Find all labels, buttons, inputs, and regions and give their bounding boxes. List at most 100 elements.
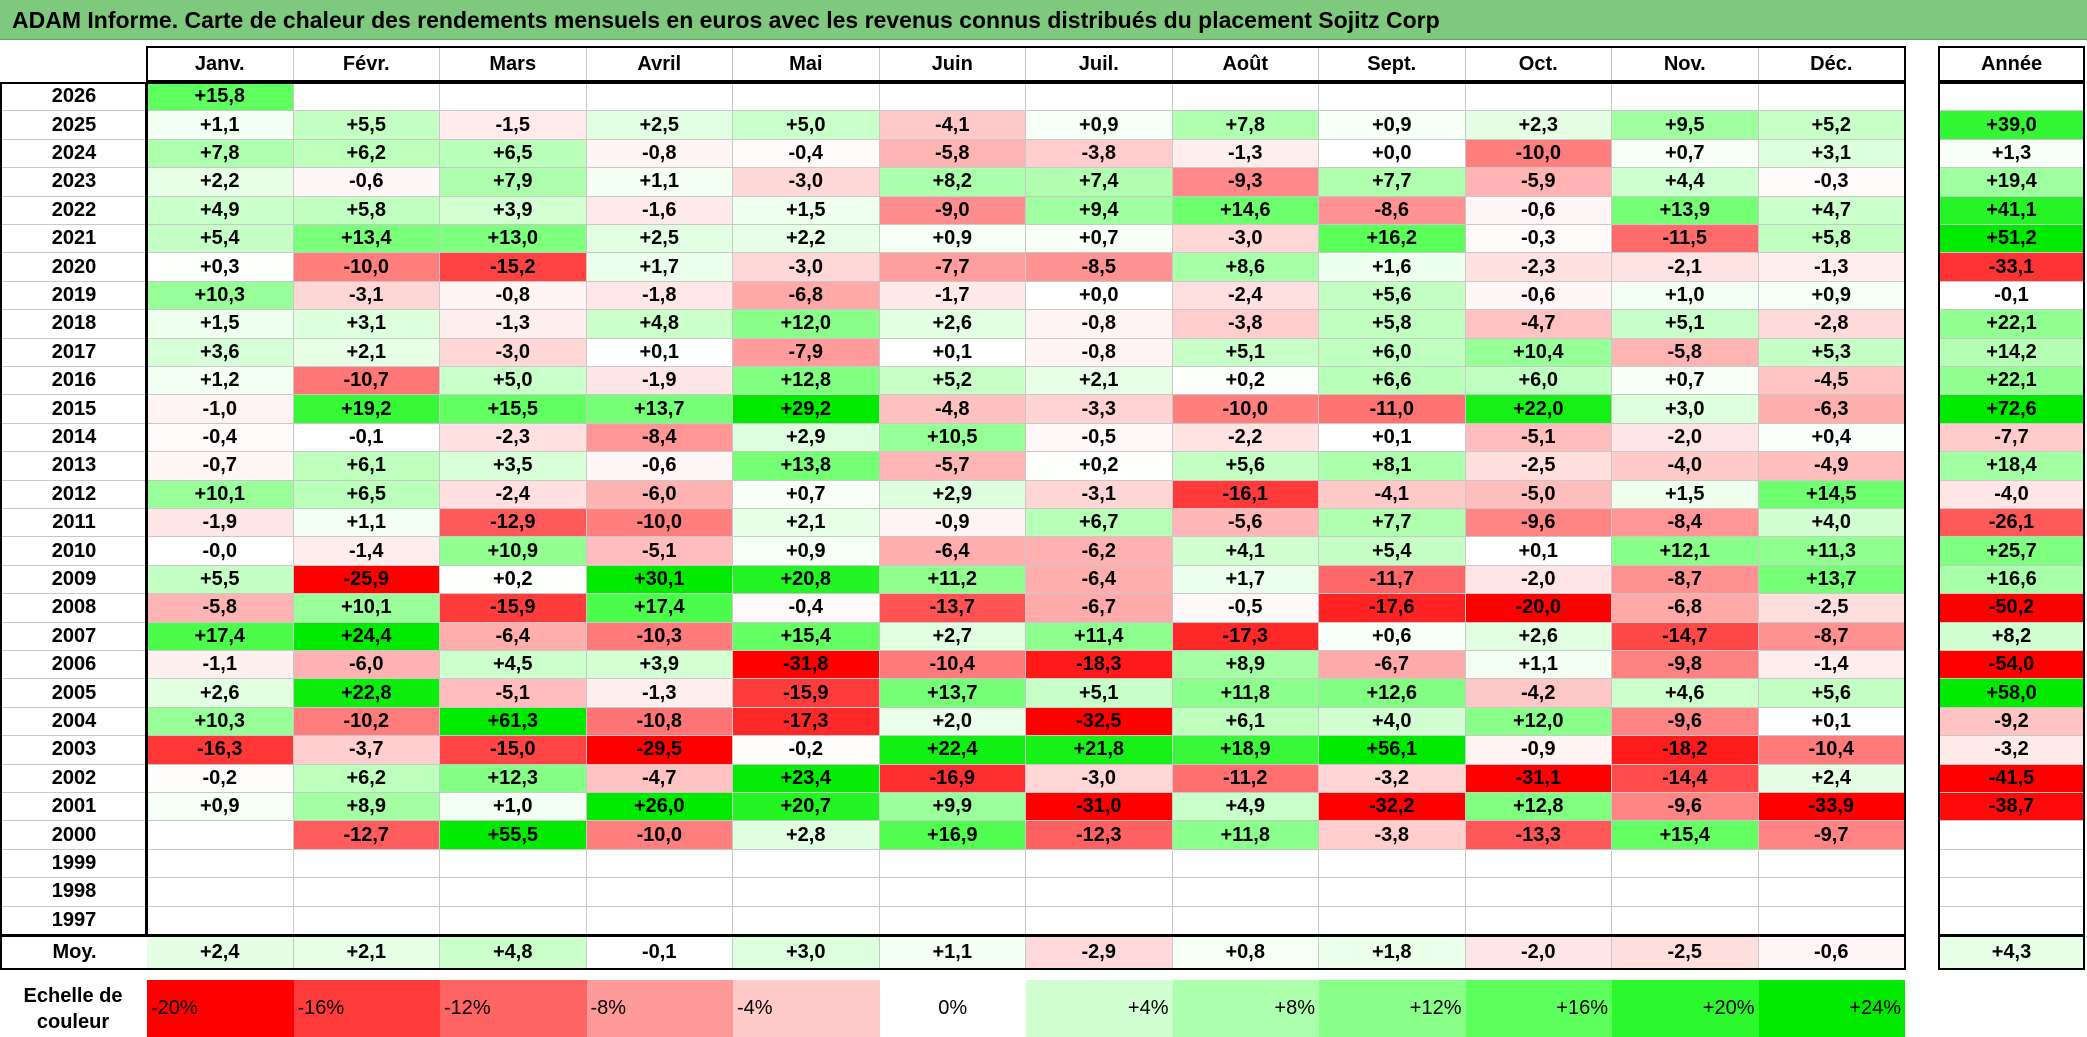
heatmap-cell: +12,8 (1465, 793, 1612, 822)
heatmap-cell: +10,1 (293, 594, 440, 623)
heatmap-cell: +0,3 (147, 253, 294, 282)
heatmap-cell: -0,6 (586, 452, 733, 481)
heatmap-cell: +11,8 (1172, 679, 1319, 708)
year-label: 1998 (2, 878, 147, 907)
heatmap-cell: -11,2 (1172, 764, 1319, 793)
heatmap-cell: +3,9 (440, 196, 587, 225)
heatmap-cell: +12,0 (1465, 707, 1612, 737)
heatmap-cell: -5,7 (879, 452, 1026, 481)
heatmap-cell (1026, 878, 1173, 907)
heatmap-cell: +1,5 (1612, 480, 1759, 509)
heatmap-cell: -4,9 (1758, 452, 1905, 481)
column-header: Sept. (1319, 47, 1466, 82)
heatmap-cell: -12,3 (1026, 821, 1173, 850)
heatmap-cell: -7,9 (733, 338, 880, 367)
heatmap-cell: +1,1 (147, 111, 294, 140)
heatmap-cell: +1,1 (1465, 651, 1612, 680)
heatmap-cell (1319, 878, 1466, 907)
heatmap-cell: +7,8 (147, 139, 294, 169)
heatmap-cell: -33,9 (1758, 793, 1905, 822)
heatmap-cell: +13,7 (586, 395, 733, 424)
heatmap-cell (1465, 906, 1612, 935)
annual-cell: +16,6 (1939, 565, 2085, 595)
heatmap-cell: +5,8 (293, 196, 440, 225)
heatmap-cell (1172, 878, 1319, 907)
heatmap-cell (1026, 906, 1173, 935)
heatmap-cell: +5,8 (1319, 310, 1466, 339)
heatmap-cell: +0,1 (586, 338, 733, 367)
heatmap-cell: +0,4 (1758, 423, 1905, 453)
heatmap-cell: -6,4 (1026, 565, 1173, 595)
heatmap-cell: -8,4 (1612, 509, 1759, 538)
year-label: 2026 (2, 83, 147, 112)
heatmap-cell: -0,8 (440, 281, 587, 311)
heatmap-cell (1319, 906, 1466, 935)
heatmap-cell (1026, 849, 1173, 879)
heatmap-cell: +5,1 (1026, 679, 1173, 708)
year-label: 2024 (2, 139, 147, 169)
heatmap-cell (1612, 849, 1759, 879)
heatmap-cell: -3,8 (1172, 310, 1319, 339)
heatmap-cell: -3,7 (293, 736, 440, 765)
heatmap-cell: +10,3 (147, 281, 294, 311)
annual-cell (1939, 83, 2085, 112)
heatmap-cell (879, 878, 1026, 907)
heatmap-cell: +0,1 (1319, 423, 1466, 453)
heatmap-cell: +0,7 (1026, 225, 1173, 254)
heatmap-cell: -2,8 (1758, 310, 1905, 339)
heatmap-cell: -6,2 (1026, 537, 1173, 566)
heatmap-cell (293, 83, 440, 112)
annual-cell: -0,1 (1939, 281, 2085, 311)
heatmap-cell: +11,2 (879, 565, 1026, 595)
color-scale-stop: +8% (1172, 980, 1319, 1037)
heatmap-cell: -3,0 (733, 253, 880, 282)
heatmap-cell: +18,9 (1172, 736, 1319, 765)
heatmap-cell: -10,0 (586, 821, 733, 850)
heatmap-cell: +2,8 (733, 821, 880, 850)
heatmap-cell: -6,7 (1026, 594, 1173, 623)
heatmap-cell: -2,5 (1758, 594, 1905, 623)
heatmap-cell: +1,2 (147, 367, 294, 396)
heatmap-cell: -10,0 (1465, 139, 1612, 169)
average-cell: +1,8 (1319, 937, 1466, 969)
heatmap-cell: +2,1 (293, 338, 440, 367)
heatmap-cell: +14,6 (1172, 196, 1319, 225)
heatmap-cell: -3,0 (1026, 764, 1173, 793)
heatmap-cell: +22,4 (879, 736, 1026, 765)
column-header: Déc. (1758, 47, 1905, 82)
heatmap-cell: -15,9 (440, 594, 587, 623)
heatmap-cell: -10,2 (293, 707, 440, 737)
color-scale-stop: -16% (293, 980, 440, 1037)
heatmap-cell: +6,0 (1319, 338, 1466, 367)
heatmap-cell: -9,0 (879, 196, 1026, 225)
annual-cell: +8,2 (1939, 622, 2085, 651)
heatmap-cell (1319, 83, 1466, 112)
heatmap-cell: +7,4 (1026, 168, 1173, 197)
heatmap-cell: +2,9 (733, 423, 880, 453)
heatmap-cell (1612, 83, 1759, 112)
heatmap-cell: +0,2 (440, 565, 587, 595)
heatmap-cell (1465, 878, 1612, 907)
annual-cell: +19,4 (1939, 168, 2085, 197)
heatmap-cell: +5,5 (147, 565, 294, 595)
heatmap-cell: +23,4 (733, 764, 880, 793)
heatmap-cell: +2,6 (147, 679, 294, 708)
heatmap-cell: +8,9 (1172, 651, 1319, 680)
heatmap-cell: -1,6 (586, 196, 733, 225)
heatmap-cell: +6,2 (293, 139, 440, 169)
heatmap-cell (1758, 878, 1905, 907)
annual-cell: +25,7 (1939, 537, 2085, 566)
heatmap-cell: -0,5 (1026, 423, 1173, 453)
year-label: 1999 (2, 849, 147, 879)
heatmap-cell: +12,3 (440, 764, 587, 793)
heatmap-cell: -10,7 (293, 367, 440, 396)
heatmap-cell: -0,4 (147, 423, 294, 453)
heatmap-cell: +3,1 (293, 310, 440, 339)
heatmap-cell: +21,8 (1026, 736, 1173, 765)
heatmap-cell: -5,6 (1172, 509, 1319, 538)
heatmap-cell: +4,5 (440, 651, 587, 680)
heatmap-cell: +15,4 (733, 622, 880, 651)
year-label: 2025 (2, 111, 147, 140)
heatmap-cell: +8,6 (1172, 253, 1319, 282)
heatmap-cell: -0,6 (293, 168, 440, 197)
